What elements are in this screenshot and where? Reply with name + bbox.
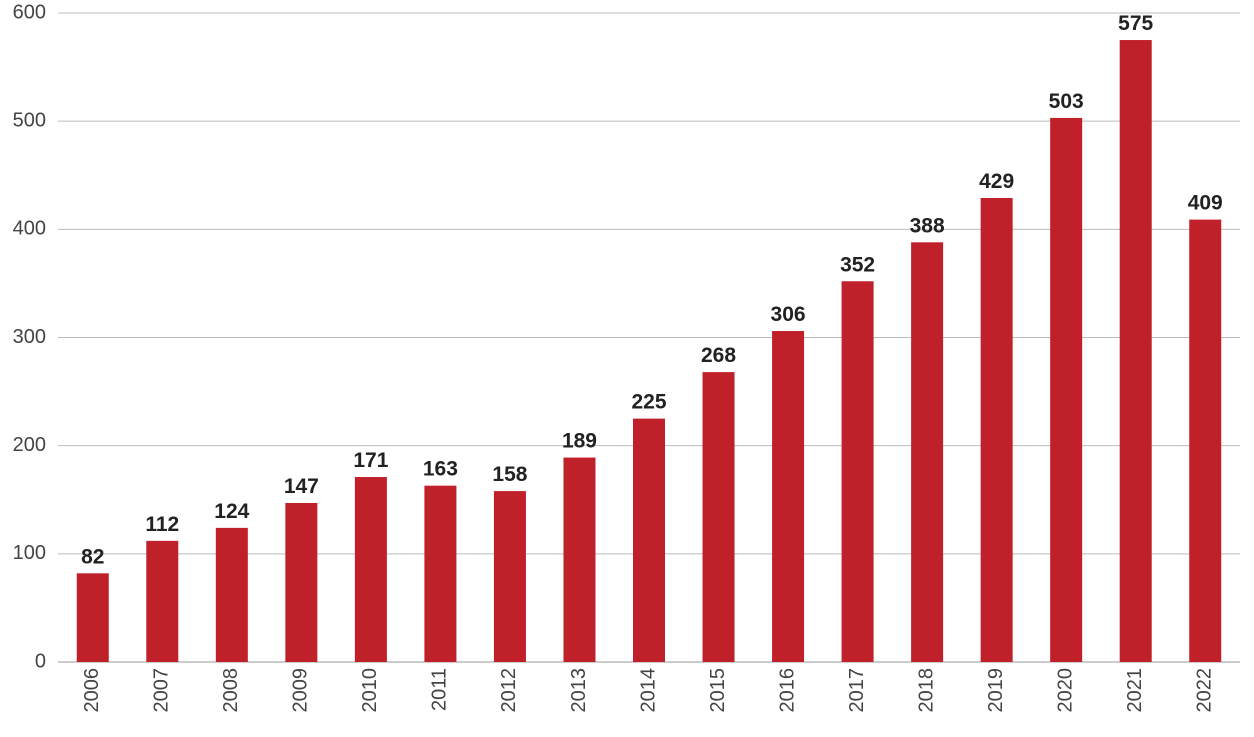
- value-label: 112: [145, 513, 179, 536]
- x-tick-label: 2021: [1124, 668, 1146, 713]
- value-label: 225: [631, 391, 666, 414]
- bar: [563, 457, 596, 662]
- bar: [493, 491, 526, 662]
- x-tick-label: 2011: [429, 668, 451, 711]
- x-tick-label: 2022: [1194, 668, 1216, 713]
- y-tick-label: 500: [13, 109, 46, 131]
- bar: [424, 485, 457, 662]
- bar: [354, 477, 387, 662]
- bar: [633, 418, 665, 662]
- x-tick-label: 2020: [1054, 668, 1076, 713]
- value-label: 268: [701, 344, 736, 367]
- x-tick-label: 2006: [81, 668, 103, 713]
- x-tick-label: 2018: [915, 668, 937, 713]
- bar: [146, 540, 179, 662]
- x-tick-label: 2015: [707, 668, 729, 713]
- value-label: 503: [1049, 90, 1084, 113]
- value-label: 158: [492, 463, 527, 486]
- bar: [285, 502, 318, 662]
- value-label: 82: [81, 545, 104, 568]
- y-tick-label: 200: [13, 434, 46, 456]
- x-tick-label: 2016: [776, 668, 798, 713]
- value-label: 352: [840, 253, 875, 276]
- y-tick-label: 600: [13, 1, 46, 23]
- y-tick-label: 0: [35, 650, 46, 672]
- bar: [911, 242, 944, 662]
- value-label: 171: [353, 449, 388, 472]
- bar: [841, 281, 874, 662]
- x-tick-label: 2014: [637, 668, 659, 713]
- x-tick-label: 2007: [151, 668, 173, 713]
- x-tick-label: 2019: [985, 668, 1007, 713]
- y-tick-label: 400: [13, 218, 46, 240]
- x-tick-label: 2017: [846, 668, 868, 713]
- value-label: 388: [910, 214, 945, 237]
- x-tick-label: 2008: [220, 668, 242, 713]
- bar: [980, 197, 1013, 662]
- bar: [1189, 219, 1222, 662]
- bar: [1119, 40, 1152, 662]
- value-label: 163: [423, 458, 458, 481]
- y-tick-label: 100: [13, 542, 46, 564]
- value-label: 429: [979, 170, 1014, 193]
- bar: [702, 372, 735, 662]
- x-tick-label: 2010: [359, 668, 381, 713]
- y-tick-label: 300: [13, 326, 46, 348]
- value-label: 147: [284, 475, 319, 498]
- bar: [1050, 117, 1083, 662]
- bar: [215, 527, 248, 662]
- value-label: 409: [1188, 192, 1223, 215]
- x-tick-label: 2009: [290, 668, 312, 713]
- value-label: 306: [771, 303, 806, 326]
- value-label: 575: [1118, 12, 1153, 35]
- x-tick-label: 2013: [568, 668, 590, 713]
- value-label: 124: [214, 500, 249, 523]
- value-label: 189: [562, 430, 597, 453]
- bar: [772, 331, 805, 662]
- x-tick-label: 2012: [498, 668, 520, 713]
- bar: [76, 573, 109, 662]
